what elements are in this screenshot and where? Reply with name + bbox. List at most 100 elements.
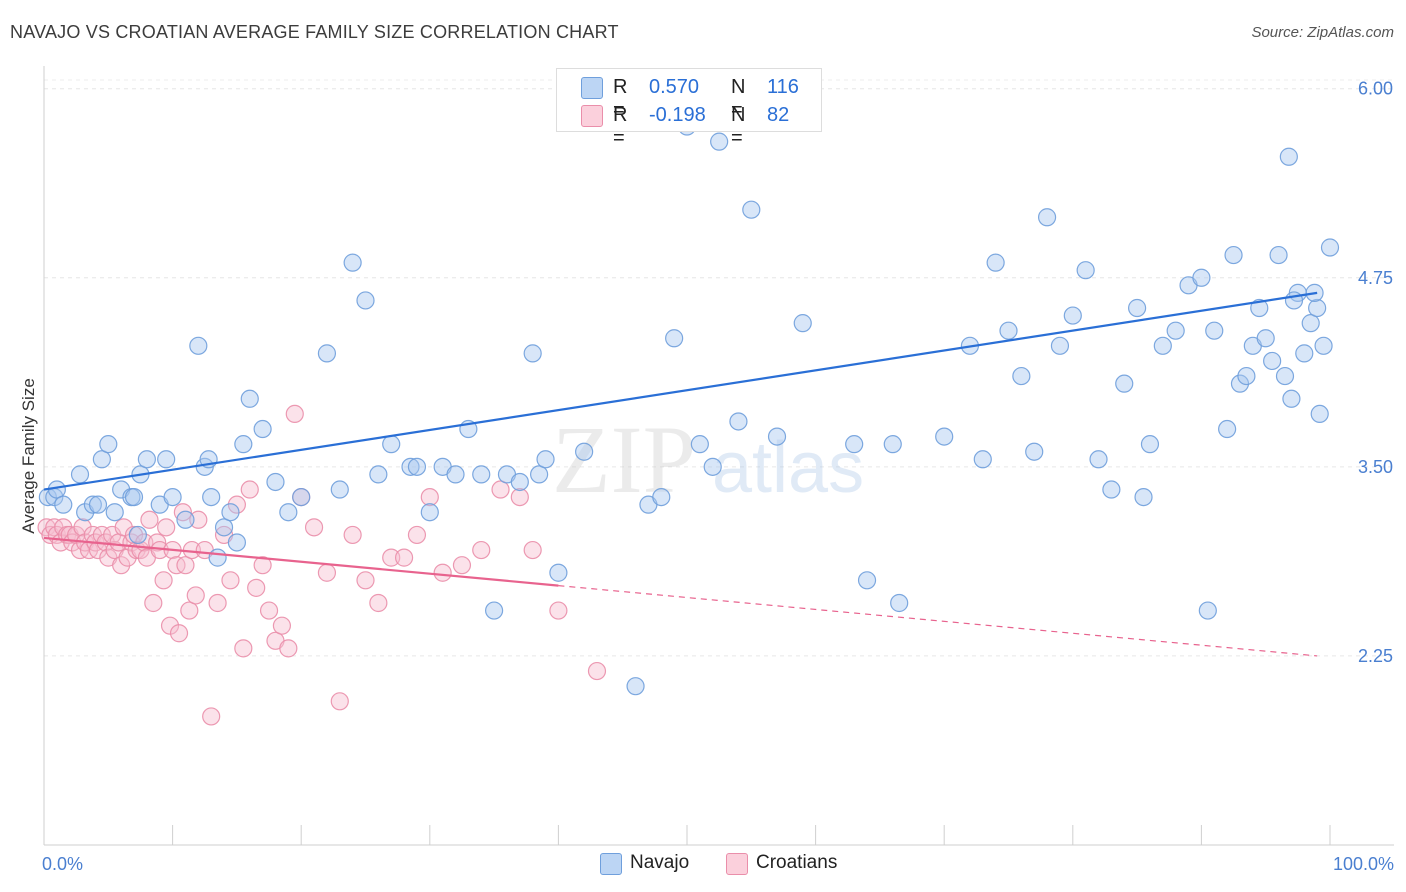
navajo-point [1256, 329, 1275, 348]
croatian-trendline [43, 536, 559, 587]
navajo-point [54, 495, 73, 514]
navajo-point [214, 518, 234, 537]
navajo-point [1205, 321, 1224, 340]
navajo-point [883, 435, 902, 454]
croatian-point [240, 480, 259, 499]
navajo-point [523, 344, 542, 363]
croatian-point [234, 639, 253, 658]
navajo-point [575, 442, 594, 461]
navajo-point [703, 457, 722, 476]
navajo-point [1301, 314, 1320, 333]
navajo-point [1250, 298, 1269, 318]
croatian-point [491, 480, 510, 499]
navajo-point [890, 593, 909, 613]
navajo-point [330, 480, 349, 499]
croatian-point [472, 540, 491, 560]
croatian-point [420, 487, 439, 507]
navajo-point [382, 435, 401, 454]
croatian-point [407, 525, 427, 545]
y-tick-label: 4.75 [1358, 268, 1393, 288]
y-axis-label: Average Family Size [19, 378, 38, 534]
navajo-point [1025, 442, 1044, 461]
navajo-point [317, 344, 337, 363]
navajo-point [1237, 366, 1256, 386]
navajo-point [253, 419, 272, 439]
axes [43, 66, 1394, 846]
navajo-point [1263, 351, 1282, 371]
navajo-point [234, 435, 253, 454]
navajo-point [105, 503, 124, 522]
x-tick-labels: 0.0% 100.0% [42, 854, 1394, 874]
navajo-point [472, 465, 491, 484]
croatian-point [343, 525, 362, 545]
croatian-point [259, 601, 279, 620]
croatian-point [221, 571, 240, 590]
croatian-point [549, 601, 568, 620]
navajo-point [227, 533, 246, 552]
navajo-point [973, 450, 992, 469]
legend-n-value: 116 [767, 76, 799, 98]
croatian-point [433, 563, 452, 582]
navajo-point [1230, 374, 1250, 393]
croatian-point [317, 563, 337, 582]
navajo-point [690, 435, 709, 454]
chart-title: NAVAJO VS CROATIAN AVERAGE FAMILY SIZE C… [10, 22, 619, 42]
navajo-point [857, 571, 877, 590]
croatian-swatch [726, 853, 748, 875]
navajo-point [1224, 245, 1243, 265]
croatian-point [140, 510, 159, 529]
navajo-point [665, 329, 684, 348]
navajo-point [742, 200, 761, 219]
navajo-point [710, 132, 729, 151]
croatian-point [304, 518, 324, 537]
croatian-point [382, 548, 401, 567]
legend-label-navajo: Navajo [630, 852, 690, 873]
navajo-point [208, 548, 227, 567]
navajo-point [626, 677, 645, 696]
croatian-trendline-extension [558, 585, 1318, 657]
navajo-point [986, 253, 1005, 272]
navajo-point [1310, 404, 1329, 424]
navajo-point [163, 487, 182, 507]
navajo-point [356, 291, 375, 310]
croatian-point [186, 586, 205, 605]
croatian-point [247, 578, 266, 597]
navajo-points [38, 117, 1340, 696]
navajo-point [999, 321, 1018, 340]
navajo-point [221, 503, 240, 522]
navajo-point [128, 525, 147, 545]
croatian-point [356, 571, 375, 590]
navajo-point [420, 503, 439, 522]
navajo-swatch [600, 853, 622, 875]
navajo-point [1192, 268, 1211, 287]
legend-label-croatians: Croatians [756, 852, 838, 873]
croatian-point [272, 616, 292, 635]
watermark-zip: ZIP [552, 406, 696, 513]
navajo-point [1320, 238, 1340, 257]
gridlines [44, 79, 1394, 657]
navajo-point [1037, 208, 1057, 227]
navajo-point [1308, 298, 1327, 318]
navajo-point [369, 465, 388, 484]
navajo-point [845, 435, 864, 454]
navajo-point [401, 457, 420, 476]
correlation-legend: R = 0.570 N = 116 R = -0.198 N = 82 [556, 68, 822, 149]
x-tick-label-max: 100.0% [1333, 854, 1394, 874]
croatian-points [37, 404, 607, 726]
croatian-point [394, 548, 414, 567]
navajo-swatch [581, 77, 603, 99]
navajo-point [266, 472, 285, 492]
navajo-point [279, 503, 298, 522]
croatian-point [279, 639, 298, 658]
watermark: ZIP atlas [552, 406, 864, 513]
croatian-point [157, 518, 176, 537]
navajo-point [70, 465, 90, 484]
navajo-point [652, 487, 671, 507]
legend-r-label: R = [613, 104, 628, 149]
croatian-point [124, 525, 144, 545]
navajo-point [767, 427, 787, 446]
croatian-point [369, 593, 388, 613]
trendlines [43, 291, 1318, 657]
navajo-point [124, 487, 144, 507]
navajo-point [1198, 601, 1217, 620]
